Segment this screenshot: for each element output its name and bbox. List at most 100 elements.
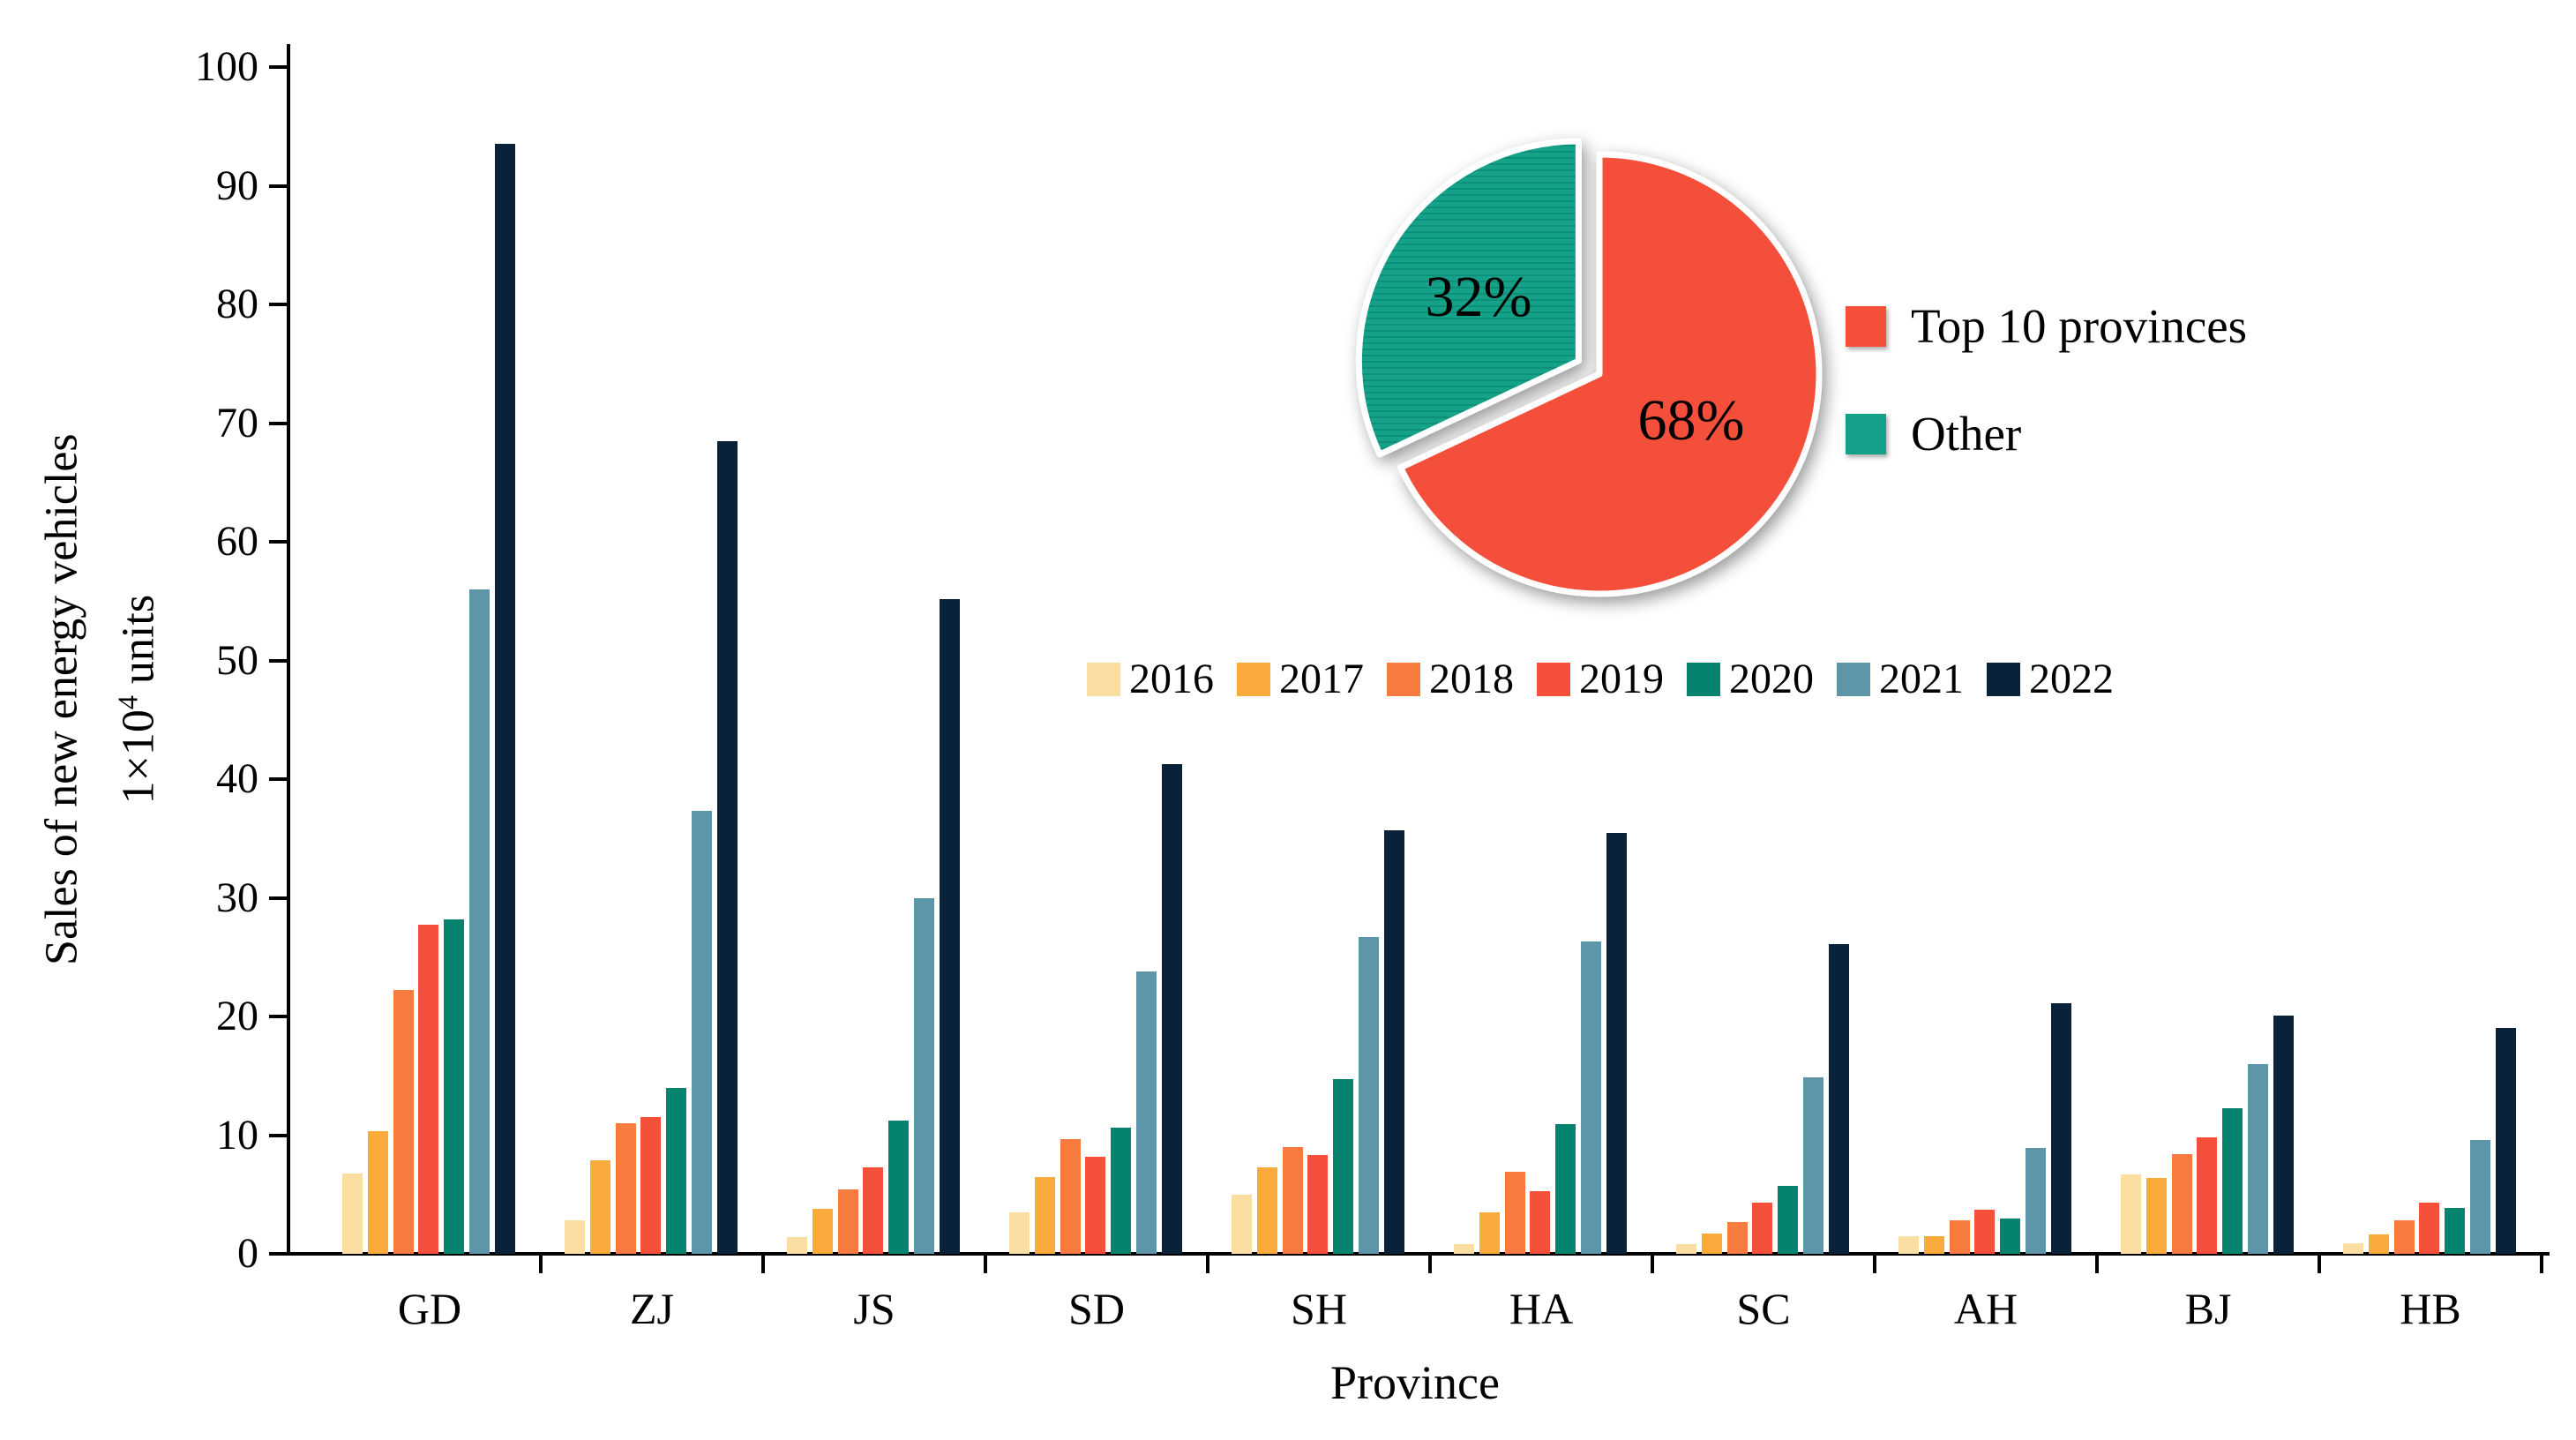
y-axis-title-line1: Sales of new energy vehicles [36,433,87,965]
y-tick-label-100: 100 [195,43,258,90]
bar-ZJ-2022 [716,440,738,1254]
y-tick-label-90: 90 [216,161,258,209]
bar-AH-2021 [2026,1148,2046,1254]
bar-HA-2019 [1530,1190,1551,1254]
x-tick-10 [2540,1254,2543,1273]
bar-SC-2019 [1752,1203,1773,1254]
year-swatch-2019 [1537,663,1570,696]
bar-SC-2022 [1828,943,1849,1254]
y-axis-line [287,44,290,1256]
x-tick-2 [761,1254,765,1273]
y-tick-label-0: 0 [237,1230,258,1277]
x-axis-line [287,1252,2550,1256]
year-legend-item-2021: 2021 [1837,658,1964,701]
top10-swatch [1846,305,1886,347]
bar-GD-2022 [494,144,515,1254]
year-label-2021: 2021 [1879,656,1964,702]
x-tick-4 [1206,1254,1209,1273]
bar-SC-2021 [1803,1076,1823,1254]
y-tick-80 [269,303,288,306]
bar-SH-2021 [1359,936,1379,1254]
bar-HA-2020 [1555,1124,1576,1254]
bar-BJ-2021 [2248,1063,2268,1254]
year-swatch-2021 [1837,663,1870,696]
x-category-label-AH: AH [1953,1284,2018,1333]
bar-HA-2021 [1581,941,1601,1254]
x-category-label-ZJ: ZJ [630,1284,674,1333]
bar-SH-2016 [1232,1194,1252,1254]
y-tick-label-70: 70 [216,399,258,446]
year-label-2020: 2020 [1729,656,1814,702]
bar-ZJ-2016 [565,1220,585,1254]
bar-BJ-2020 [2222,1107,2243,1254]
x-tick-3 [984,1254,987,1273]
bar-HB-2017 [2368,1234,2389,1254]
bar-ZJ-2019 [640,1117,662,1254]
bar-HB-2021 [2470,1139,2490,1254]
bar-HB-2020 [2445,1207,2466,1254]
y-tick-label-40: 40 [216,755,258,802]
y-axis-title: Sales of new energy vehicles 1×104 units [29,82,171,1317]
bar-HA-2022 [1606,832,1627,1254]
x-category-label-SH: SH [1291,1284,1347,1333]
year-legend: 2016 2017 2018 2019 2020 2021 2022 [1087,658,2114,701]
y-tick-60 [269,540,288,544]
x-category-label-JS: JS [853,1284,895,1333]
bar-GD-2016 [342,1173,363,1254]
other-swatch [1846,413,1886,454]
bar-HA-2018 [1504,1172,1525,1254]
pie-chart [1355,138,1823,597]
bar-JS-2022 [939,598,960,1254]
bar-SH-2019 [1307,1155,1329,1254]
bar-SC-2016 [1676,1244,1696,1254]
y-tick-label-30: 30 [216,874,258,921]
year-legend-item-2018: 2018 [1387,658,1514,701]
x-tick-8 [2095,1254,2099,1273]
x-tick-6 [1651,1254,1654,1273]
bar-GD-2021 [469,589,490,1254]
bar-HB-2018 [2393,1220,2415,1254]
bar-HB-2016 [2343,1242,2363,1254]
bar-SD-2019 [1085,1156,1106,1254]
bar-HB-2019 [2419,1203,2440,1254]
bar-BJ-2016 [2121,1174,2141,1254]
year-legend-item-2022: 2022 [1987,658,2114,701]
bar-ZJ-2021 [692,811,712,1254]
bar-AH-2017 [1923,1235,1944,1254]
pie-slice-top-10-provinces [1397,151,1823,597]
year-label-2018: 2018 [1429,656,1514,702]
bar-GD-2020 [444,919,465,1254]
bar-JS-2018 [837,1189,858,1254]
bar-JS-2020 [888,1121,910,1254]
bar-AH-2018 [1949,1220,1970,1254]
bar-ZJ-2017 [589,1159,610,1254]
bar-SD-2017 [1034,1176,1055,1254]
bar-SC-2017 [1701,1234,1722,1254]
bar-HB-2022 [2495,1028,2516,1254]
year-swatch-2020 [1687,663,1720,696]
bar-BJ-2018 [2171,1154,2192,1254]
year-swatch-2018 [1387,663,1420,696]
y-tick-40 [269,777,288,781]
year-label-2017: 2017 [1279,656,1364,702]
y-tick-90 [269,184,288,188]
y-tick-70 [269,421,288,425]
pie-legend-other-label: Other [1911,407,2022,461]
bar-SH-2018 [1282,1146,1303,1254]
bar-BJ-2019 [2197,1137,2218,1254]
year-swatch-2022 [1987,663,2020,696]
bar-SD-2022 [1161,763,1182,1254]
year-label-2019: 2019 [1579,656,1664,702]
bar-HA-2016 [1454,1244,1474,1254]
bar-AH-2016 [1898,1235,1919,1254]
year-legend-item-2019: 2019 [1537,658,1664,701]
bar-SC-2020 [1778,1186,1799,1254]
bar-JS-2017 [812,1208,833,1254]
bar-SH-2017 [1256,1166,1277,1254]
x-category-label-HA: HA [1509,1284,1574,1333]
y-tick-10 [269,1133,288,1137]
pie-slice-other [1355,138,1582,458]
pie-legend-top10: Top 10 provinces [1846,302,2247,350]
pie-legend-other: Other [1846,409,2021,458]
x-category-label-GD: GD [397,1284,462,1333]
